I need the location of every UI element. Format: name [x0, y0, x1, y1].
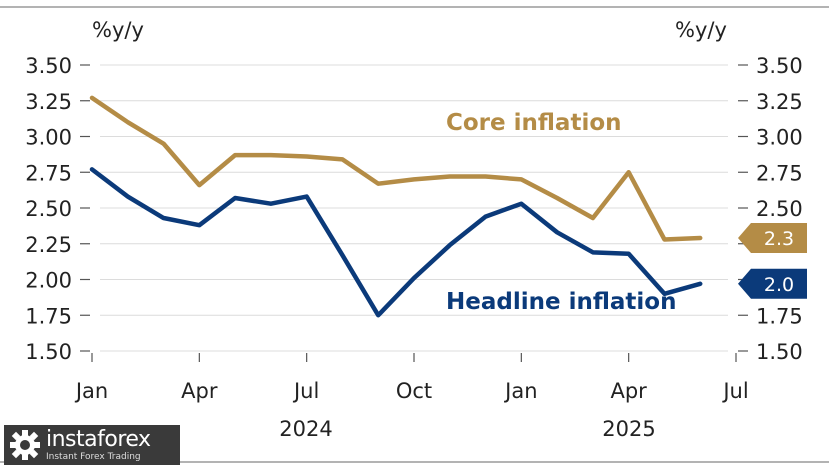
year-label-2024: 2024: [279, 417, 332, 441]
brand-name: instaforex: [46, 426, 151, 452]
end-value-flag: [738, 223, 807, 254]
left-axis-unit: %y/y: [92, 18, 144, 42]
left-tick-label: 3.00: [25, 126, 72, 150]
left-tick-label: 2.25: [25, 233, 72, 257]
brand-tagline: Instant Forex Trading: [46, 451, 141, 462]
year-labels: 2024 2025: [279, 417, 655, 441]
right-tick-label: 3.00: [756, 126, 803, 150]
gear-icon: [10, 430, 40, 460]
x-tick-label: Jan: [74, 379, 108, 403]
year-label-2025: 2025: [602, 417, 655, 441]
axis-ticks: 3.50 3.50 3.25 3.25 3.00 3.00 2.75 2.75 2.50 2.50…: [25, 54, 803, 403]
x-tick-label: Jul: [721, 379, 748, 403]
core-inflation-label: Core inflation: [446, 110, 622, 136]
right-tick-label: 2.50: [756, 197, 803, 221]
x-tick-label: Jan: [503, 379, 537, 403]
left-tick-label: 1.50: [25, 340, 72, 364]
right-tick-label: 1.75: [756, 304, 803, 328]
left-tick-label: 2.75: [25, 161, 72, 185]
series-line: [89, 167, 703, 318]
end-value-flag: [738, 268, 807, 299]
left-tick-label: 2.50: [25, 197, 72, 221]
right-axis-unit: %y/y: [675, 18, 727, 42]
end-value-label: 2.0: [764, 274, 794, 296]
end-labels: 2.3 2.0: [738, 223, 807, 299]
instaforex-logo: instaforex Instant Forex Trading: [4, 425, 180, 465]
headline-inflation-label: Headline inflation: [446, 289, 676, 315]
right-tick-label: 2.75: [756, 161, 803, 185]
right-tick-label: 3.25: [756, 90, 803, 114]
left-tick-label: 3.25: [25, 90, 72, 114]
series-lines: [89, 95, 703, 318]
x-tick-label: Jul: [292, 379, 319, 403]
series-line: [89, 95, 703, 242]
right-tick-label: 1.50: [756, 340, 803, 364]
right-tick-label: 3.50: [756, 54, 803, 78]
left-tick-label: 1.75: [25, 304, 72, 328]
x-tick-label: Apr: [181, 379, 218, 403]
x-tick-label: Oct: [396, 379, 432, 403]
x-tick-label: Apr: [610, 379, 647, 403]
left-tick-label: 3.50: [25, 54, 72, 78]
end-value-label: 2.3: [764, 228, 794, 250]
left-tick-label: 2.00: [25, 269, 72, 293]
